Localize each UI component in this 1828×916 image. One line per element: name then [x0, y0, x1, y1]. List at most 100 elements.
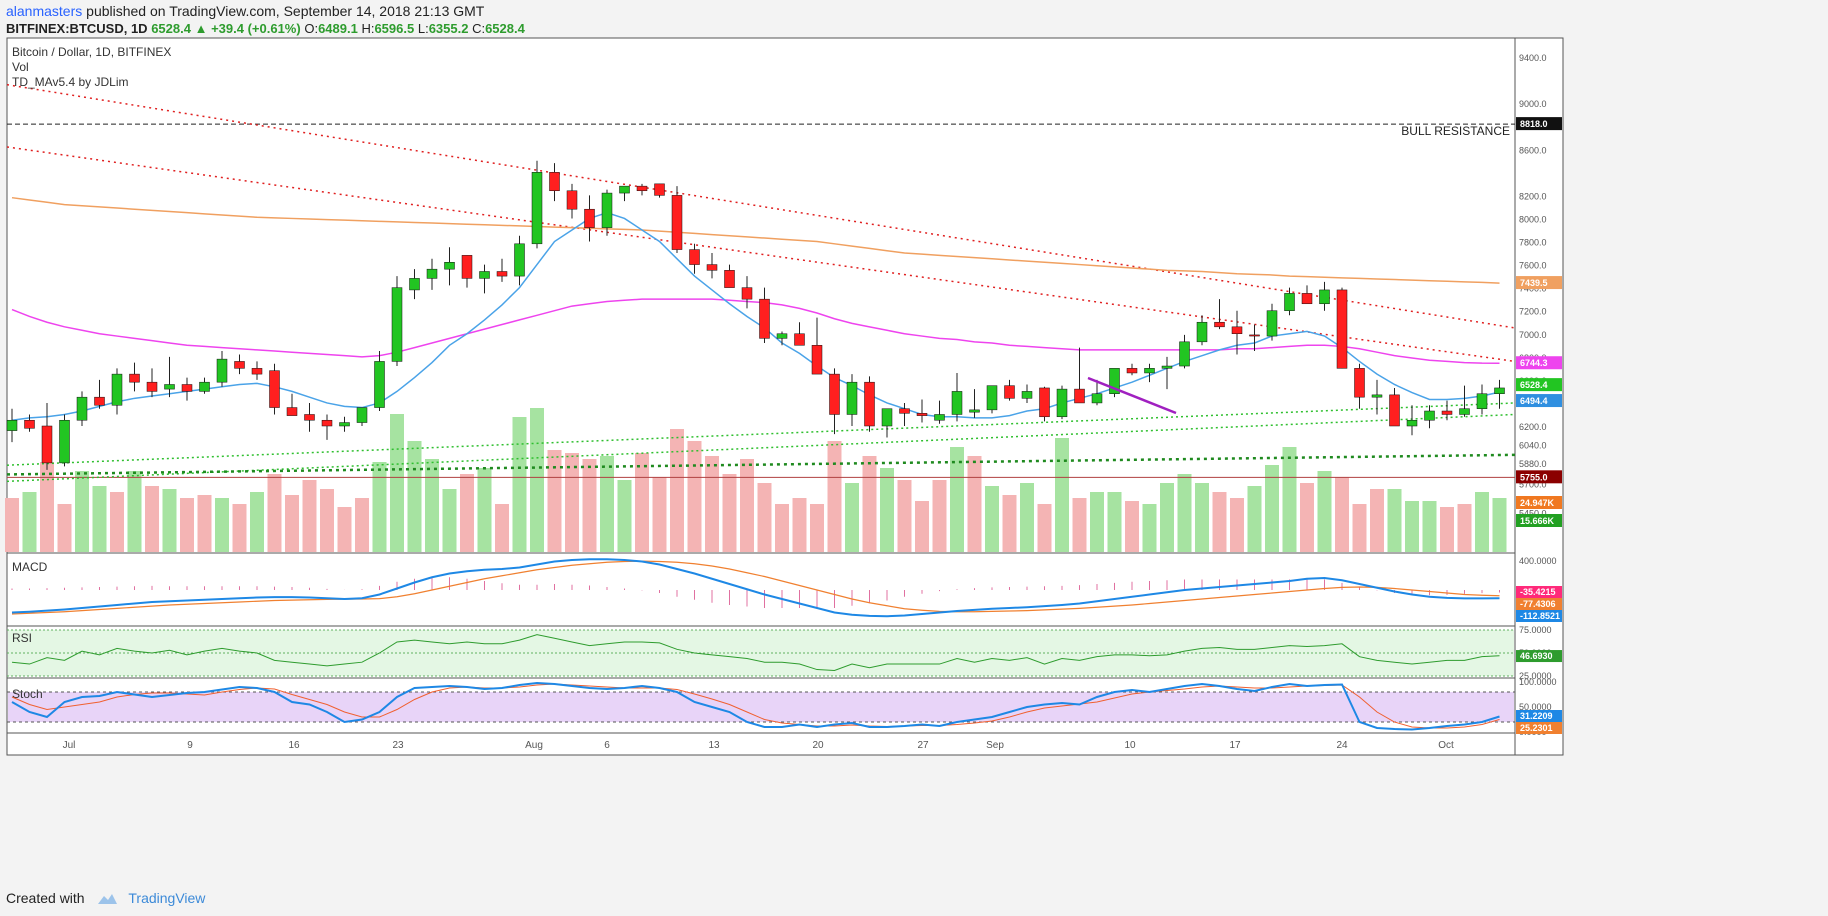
- volume-bar: [1300, 483, 1314, 552]
- volume-bar: [1160, 483, 1174, 552]
- candle-body: [1459, 408, 1470, 415]
- tradingview-link[interactable]: TradingView: [128, 890, 206, 906]
- time-tick-label: Jul: [63, 740, 76, 751]
- price-label-bg: [1516, 276, 1562, 290]
- candle-body: [1144, 368, 1155, 374]
- candle-body: [164, 384, 175, 390]
- time-tick-label: 6: [604, 740, 610, 751]
- volume-bar: [1475, 492, 1489, 552]
- candle-body: [181, 384, 193, 392]
- candle-body: [1266, 310, 1278, 337]
- macd-value-bg: [1516, 610, 1562, 622]
- candle-body: [269, 370, 280, 408]
- candle-body: [304, 414, 315, 421]
- candle-body: [461, 255, 473, 279]
- candle-body: [1109, 368, 1120, 394]
- volume-bar: [250, 492, 264, 552]
- macd-value-label: -112.8521: [1520, 611, 1560, 621]
- candle-body: [1424, 410, 1435, 421]
- volume-bar: [232, 504, 247, 552]
- volume-bar: [355, 498, 369, 552]
- volume-bar: [215, 498, 229, 552]
- macd-value-label: -35.4215: [1520, 587, 1556, 597]
- rsi-title: RSI: [12, 631, 32, 645]
- volume-bar: [967, 456, 982, 552]
- price-label-bg: [1516, 470, 1562, 484]
- macd-value-label: -77.4306: [1520, 599, 1556, 609]
- uptrend-line-1: [6, 402, 1516, 466]
- candle-body: [199, 381, 210, 392]
- volume-bar: [810, 504, 824, 552]
- price-tick-label: 5450.0: [1519, 508, 1547, 518]
- candle-body: [1179, 341, 1190, 367]
- price-tick-label: 5880.0: [1519, 459, 1547, 469]
- price-tick-label: 9400.0: [1519, 53, 1547, 63]
- candle-body: [566, 190, 578, 210]
- legend-line: TD_MAv5.4 by JDLim: [12, 75, 128, 89]
- candle-body: [1336, 289, 1348, 369]
- candle-body: [6, 419, 18, 431]
- high-label: H:: [361, 21, 375, 36]
- candle-body: [479, 271, 490, 279]
- candle-body: [1091, 393, 1103, 404]
- volume-bar: [775, 504, 789, 552]
- volume-bar: [1125, 501, 1139, 552]
- candle-body: [111, 373, 123, 406]
- volume-bar: [617, 480, 632, 552]
- volume-bar: [582, 459, 597, 552]
- price-tick-label: 7800.0: [1519, 238, 1547, 248]
- price-tick-label: 6200.0: [1519, 422, 1547, 432]
- volume-bar: [827, 441, 842, 552]
- volume-bar: [1177, 474, 1192, 552]
- time-axis: [6, 732, 1516, 756]
- candle-body: [776, 333, 788, 339]
- candle-body: [374, 361, 385, 408]
- macd-value-bg: [1516, 586, 1562, 598]
- candle-body: [934, 414, 945, 421]
- candle-body: [794, 333, 805, 346]
- time-tick-label: 10: [1124, 740, 1136, 751]
- symbol-ticker[interactable]: BITFINEX:BTCUSD, 1D: [6, 21, 148, 36]
- time-tick-label: 24: [1336, 740, 1348, 751]
- stoch-band: [8, 692, 1514, 722]
- candle-body: [636, 185, 648, 192]
- price-label-bg: [1516, 496, 1562, 509]
- close-label: C:: [472, 21, 486, 36]
- candle-body: [986, 385, 998, 411]
- candle-body: [829, 373, 840, 415]
- volume-bar: [110, 492, 124, 552]
- volume-bar: [1090, 492, 1104, 552]
- uptrend-line-2: [6, 413, 1516, 483]
- time-tick-label: 17: [1229, 740, 1241, 751]
- volume-bar: [1422, 501, 1437, 552]
- macd-value-bg: [1516, 598, 1562, 610]
- price-tick-label: 6040.0: [1519, 440, 1547, 450]
- candle-body: [1161, 365, 1173, 369]
- publish-line: alanmasters published on TradingView.com…: [6, 3, 484, 19]
- candle-body: [514, 243, 525, 277]
- volume-bar: [845, 483, 859, 552]
- macd-signal-line: [11, 560, 1500, 615]
- price-label-bg: [1516, 394, 1562, 408]
- volume-bar: [985, 486, 999, 552]
- stoch-value-bg: [1516, 710, 1562, 722]
- volume-bar: [1335, 477, 1349, 552]
- chart-area[interactable]: 9400.0 9000.0 8600.0 8200.0 8000.0 7800.0 7600…: [0, 0, 1828, 880]
- volume-bar: [1107, 492, 1122, 552]
- author-link[interactable]: alanmasters: [6, 3, 83, 19]
- candle-body: [426, 268, 438, 279]
- stoch-value-label: 31.2209: [1520, 711, 1553, 721]
- price-tick-label: 8200.0: [1519, 191, 1547, 201]
- price-tick-label: 7000.0: [1519, 330, 1547, 340]
- volume-bar: [1230, 498, 1244, 552]
- candle-body: [1214, 321, 1225, 328]
- volume-bar: [1387, 489, 1402, 552]
- volume-bar: [1072, 498, 1087, 552]
- volume-bar: [600, 456, 614, 552]
- price-tick-label: 7200.0: [1519, 307, 1547, 317]
- candle-body: [94, 396, 105, 406]
- candle-body: [391, 287, 403, 362]
- volume-bar: [1457, 504, 1472, 552]
- volume-bar: [127, 471, 142, 552]
- candle-body: [1476, 393, 1488, 409]
